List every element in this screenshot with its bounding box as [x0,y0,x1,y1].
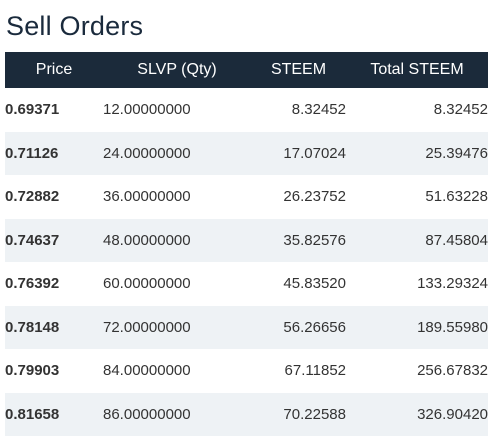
price-cell: 0.76392 [5,275,60,293]
table-row[interactable]: 0.71126 24.00000000 17.07024 25.39476 [5,131,488,175]
qty-cell: 86.00000000 [103,405,191,423]
steem-cell: 26.23752 [283,188,346,206]
price-cell: 0.69371 [5,101,60,119]
qty-cell: 60.00000000 [103,275,191,293]
page-title: Sell Orders [6,11,144,41]
price-cell: 0.79903 [5,362,60,380]
steem-cell: 35.82576 [283,231,346,249]
total-cell: 51.63228 [425,188,488,206]
price-cell: 0.74637 [5,231,60,249]
steem-cell: 70.22588 [283,405,346,423]
table-row[interactable]: 0.79903 84.00000000 67.11852 256.67832 [5,349,488,393]
table-row[interactable]: 0.74637 48.00000000 35.82576 87.45804 [5,218,488,262]
price-cell: 0.78148 [5,318,60,336]
price-cell: 0.81658 [5,405,60,423]
qty-cell: 48.00000000 [103,231,191,249]
qty-cell: 72.00000000 [103,318,191,336]
table-row[interactable]: 0.76392 60.00000000 45.83520 133.29324 [5,262,488,306]
steem-cell: 17.07024 [283,144,346,162]
steem-cell: 67.11852 [284,362,346,380]
total-cell: 133.29324 [417,275,488,293]
table-header-row: Price SLVP (Qty) STEEM Total STEEM [5,52,488,88]
table-row[interactable]: 0.78148 72.00000000 56.26656 189.55980 [5,305,488,349]
steem-cell: 56.26656 [283,318,346,336]
column-header-qty: SLVP (Qty) [137,61,217,78]
column-header-price: Price [35,61,73,78]
qty-cell: 36.00000000 [103,188,191,206]
column-header-steem: STEEM [270,61,327,78]
steem-cell: 45.83520 [283,275,346,293]
price-cell: 0.71126 [5,144,59,162]
table-row[interactable]: 0.72882 36.00000000 26.23752 51.63228 [5,175,488,219]
price-cell: 0.72882 [5,188,60,206]
total-cell: 8.32452 [433,101,488,119]
total-cell: 189.55980 [417,318,488,336]
qty-cell: 84.00000000 [103,362,191,380]
sell-orders-table: Price SLVP (Qty) STEEM Total STEEM 0.693… [5,52,488,436]
qty-cell: 24.00000000 [103,144,191,162]
total-cell: 87.45804 [425,231,488,249]
column-header-total: Total STEEM [370,61,464,78]
total-cell: 25.39476 [425,144,488,162]
table-row[interactable]: 0.69371 12.00000000 8.32452 8.32452 [5,88,488,132]
steem-cell: 8.32452 [291,101,346,119]
qty-cell: 12.00000000 [103,101,191,119]
table-row[interactable]: 0.81658 86.00000000 70.22588 326.90420 [5,392,488,436]
total-cell: 326.90420 [417,405,488,423]
total-cell: 256.67832 [417,362,488,380]
